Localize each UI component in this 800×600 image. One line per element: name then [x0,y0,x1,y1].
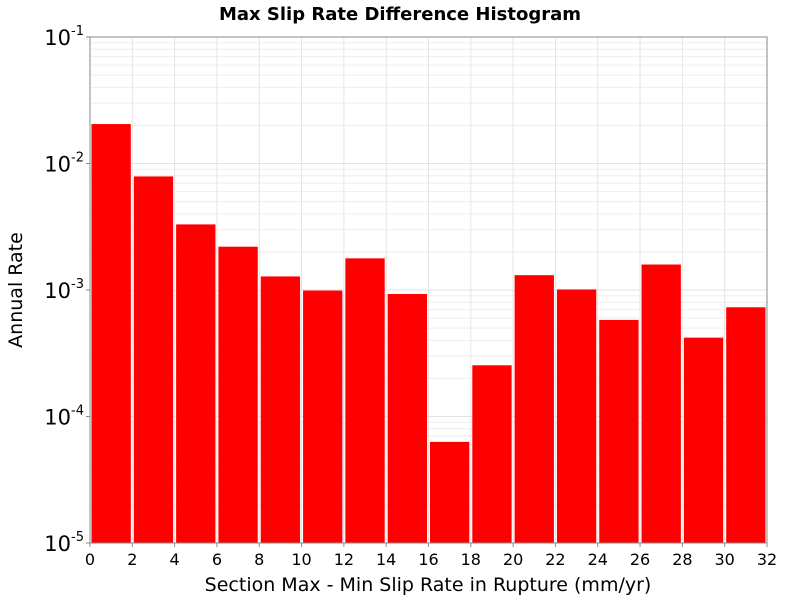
x-tick-label: 24 [588,550,608,569]
bar-11 [556,289,597,543]
x-tick-label: 26 [630,550,650,569]
bar-4 [260,276,301,543]
x-axis-label: Section Max - Min Slip Rate in Rupture (… [205,574,652,596]
x-tick-label: 12 [334,550,354,569]
y-tick-exponent: -3 [71,277,84,292]
x-tick-label: 0 [85,550,95,569]
x-axis: 0 2 4 6 8 10 12 14 16 18 20 22 24 26 28 30 32 [85,543,777,569]
bar-10 [514,275,554,543]
x-tick-label: 22 [545,550,565,569]
y-tick-exponent: -2 [71,151,84,166]
bar-2 [176,224,216,543]
y-tick-base: 10 [44,279,71,303]
y-tick-base: 10 [44,406,71,430]
y-tick-label: 10-4 [44,404,84,430]
x-tick-label: 16 [418,550,438,569]
x-tick-label: 14 [376,550,396,569]
y-tick-exponent: -1 [71,24,84,39]
y-tick-label: 10-1 [44,24,84,50]
x-tick-label: 32 [757,550,777,569]
x-tick-label: 4 [170,550,180,569]
y-tick-label: 10-3 [44,277,84,303]
x-tick-label: 30 [715,550,735,569]
y-axis: 10-110-210-310-410-5 [44,24,90,556]
x-tick-label: 10 [291,550,311,569]
x-tick-label: 18 [461,550,481,569]
bar-14 [683,337,724,543]
x-tick-label: 28 [672,550,692,569]
bar-1 [133,176,174,543]
y-tick-label: 10-2 [44,151,84,177]
y-tick-base: 10 [44,532,71,556]
chart-title: Max Slip Rate Difference Histogram [219,4,581,25]
bar-13 [641,264,681,543]
bar-12 [599,319,639,543]
bar-0 [91,124,131,543]
x-tick-label: 2 [127,550,137,569]
bar-5 [303,290,343,543]
bar-15 [726,307,766,543]
y-axis-label: Annual Rate [5,232,27,348]
bar-3 [218,246,258,543]
y-tick-exponent: -4 [71,404,84,419]
y-tick-label: 10-5 [44,530,84,556]
y-tick-base: 10 [44,153,71,177]
y-tick-exponent: -5 [71,530,84,545]
bar-6 [345,258,385,543]
bar-9 [472,365,512,543]
bars [91,124,766,543]
x-tick-label: 20 [503,550,523,569]
bar-8 [430,441,470,543]
bar-7 [387,293,427,543]
y-tick-base: 10 [44,26,71,50]
x-tick-label: 8 [254,550,264,569]
x-tick-label: 6 [212,550,222,569]
